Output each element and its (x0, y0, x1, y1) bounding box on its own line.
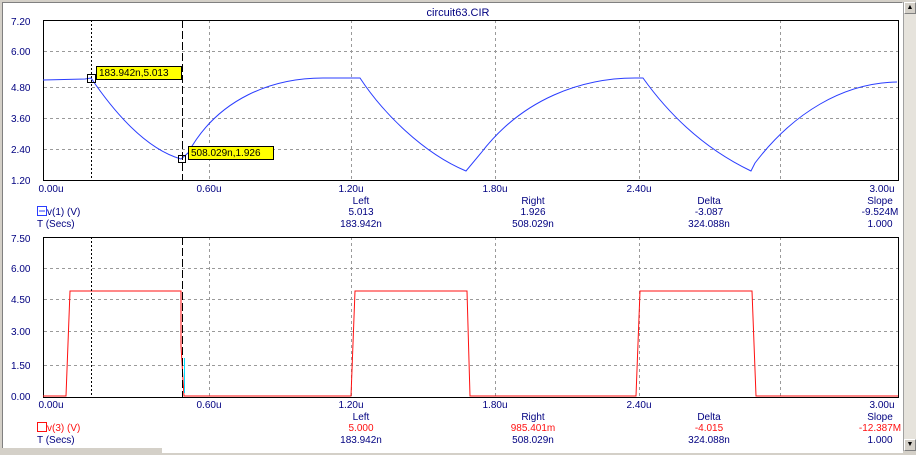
plot1-x-tick: 1.80u (482, 184, 507, 195)
plot2-x-tick: 1.80u (482, 400, 507, 411)
time-label: T (Secs) (37, 219, 75, 230)
plot2-x-axis: 0.00u 0.60u 1.20u 1.80u 2.40u 3.00u (38, 400, 894, 411)
value-delta: -3.087 (695, 207, 724, 218)
left-cursor-marker[interactable] (87, 74, 96, 83)
plot2-x-tick: 2.40u (626, 400, 651, 411)
col-header-left: Left (353, 196, 370, 207)
right-cursor-marker[interactable] (178, 155, 186, 163)
time-delta: 324.088n (688, 219, 730, 230)
plot1-y-tick: 7.20 (11, 17, 31, 28)
plot1-frame (43, 20, 899, 181)
time-left: 183.942n (340, 435, 382, 446)
plot2-y-axis: 7.50 6.00 4.50 3.00 1.50 0.00 (11, 234, 31, 403)
scroll-down-icon[interactable]: ▼ (904, 439, 916, 451)
trace-v3[interactable] (43, 290, 898, 397)
plot-panel: circuit63.CIR 7.20 6.00 4.80 3.60 2.40 (2, 2, 903, 453)
plot1-y-tick: 1.20 (11, 176, 31, 187)
analysis-plot-canvas[interactable]: circuit63.CIR 7.20 6.00 4.80 3.60 2.40 (3, 3, 902, 452)
col-header-slope: Slope (867, 196, 893, 207)
plot1-legend[interactable]: v(1) (V) T (Secs) (37, 206, 80, 231)
plot2-y-tick: 6.00 (11, 264, 31, 275)
plot1-x-tick: 0.00u (38, 184, 63, 195)
trace-color-swatch (37, 422, 47, 432)
col-header-left: Left (353, 412, 370, 423)
plot1-y-axis: 7.20 6.00 4.80 3.60 2.40 1.20 (11, 17, 31, 187)
plot1-readout-table: Left Right Delta Slope 5.013 1.926 -3.08… (340, 196, 898, 230)
time-right: 508.029n (512, 435, 554, 446)
col-header-slope: Slope (867, 412, 893, 423)
plot2-legend[interactable]: v(3) (V) T (Secs) (37, 422, 80, 447)
plot1-y-tick: 3.60 (11, 114, 31, 125)
plot2-frame (43, 237, 899, 398)
plot2-y-tick: 0.00 (11, 392, 31, 403)
col-header-right: Right (521, 196, 545, 207)
value-left: 5.000 (348, 423, 373, 434)
time-left: 183.942n (340, 219, 382, 230)
scroll-up-icon[interactable]: ▲ (904, 2, 916, 14)
plot2-y-tick: 4.50 (11, 295, 31, 306)
horizontal-scrollbar[interactable] (2, 448, 162, 455)
plot1-x-tick: 3.00u (869, 184, 894, 195)
plot2-x-tick: 0.60u (196, 400, 221, 411)
plot2-y-tick: 7.50 (11, 234, 31, 245)
value-delta: -4.015 (695, 423, 724, 434)
trace-color-swatch (37, 206, 47, 216)
plot2-x-tick: 1.20u (338, 400, 363, 411)
plot1-x-tick: 0.60u (196, 184, 221, 195)
right-cursor-readout: 508.029n,1.926 (191, 148, 261, 159)
plot1-x-axis: 0.00u 0.60u 1.20u 1.80u 2.40u 3.00u (38, 184, 894, 195)
trace-label: v(1) (V) (47, 207, 80, 218)
plot2-y-tick: 1.50 (11, 361, 31, 372)
left-cursor-readout: 183.942n,5.013 (99, 68, 169, 79)
plot1-x-tick: 1.20u (338, 184, 363, 195)
col-header-delta: Delta (697, 196, 721, 207)
plot-title: circuit63.CIR (427, 7, 490, 19)
plot2-grid (44, 237, 898, 397)
value-slope: -12.387M (859, 423, 901, 434)
plot1-y-tick: 6.00 (11, 47, 31, 58)
time-slope: 1.000 (867, 435, 892, 446)
plot1-y-tick: 4.80 (11, 83, 31, 94)
time-delta: 324.088n (688, 435, 730, 446)
plot1-x-tick: 2.40u (626, 184, 651, 195)
time-slope: 1.000 (867, 219, 892, 230)
left-cursor-readout-box (96, 66, 182, 80)
plot2-readout-table: Left Right Delta Slope 5.000 985.401m -4… (340, 412, 901, 446)
value-right: 985.401m (511, 423, 555, 434)
value-slope: -9.524M (862, 207, 899, 218)
value-left: 5.013 (348, 207, 373, 218)
value-right: 1.926 (520, 207, 545, 218)
col-header-delta: Delta (697, 412, 721, 423)
plot2-x-tick: 0.00u (38, 400, 63, 411)
col-header-right: Right (521, 412, 545, 423)
time-right: 508.029n (512, 219, 554, 230)
plot1-y-tick: 2.40 (11, 145, 31, 156)
trace-label: v(3) (V) (47, 423, 80, 434)
time-label: T (Secs) (37, 435, 75, 446)
plot2-x-tick: 3.00u (869, 400, 894, 411)
plot2-y-tick: 3.00 (11, 327, 31, 338)
right-cursor-readout-box (188, 146, 274, 160)
vertical-scrollbar[interactable]: ▲ ▼ (903, 2, 916, 451)
trace-v1[interactable] (42, 77, 898, 172)
